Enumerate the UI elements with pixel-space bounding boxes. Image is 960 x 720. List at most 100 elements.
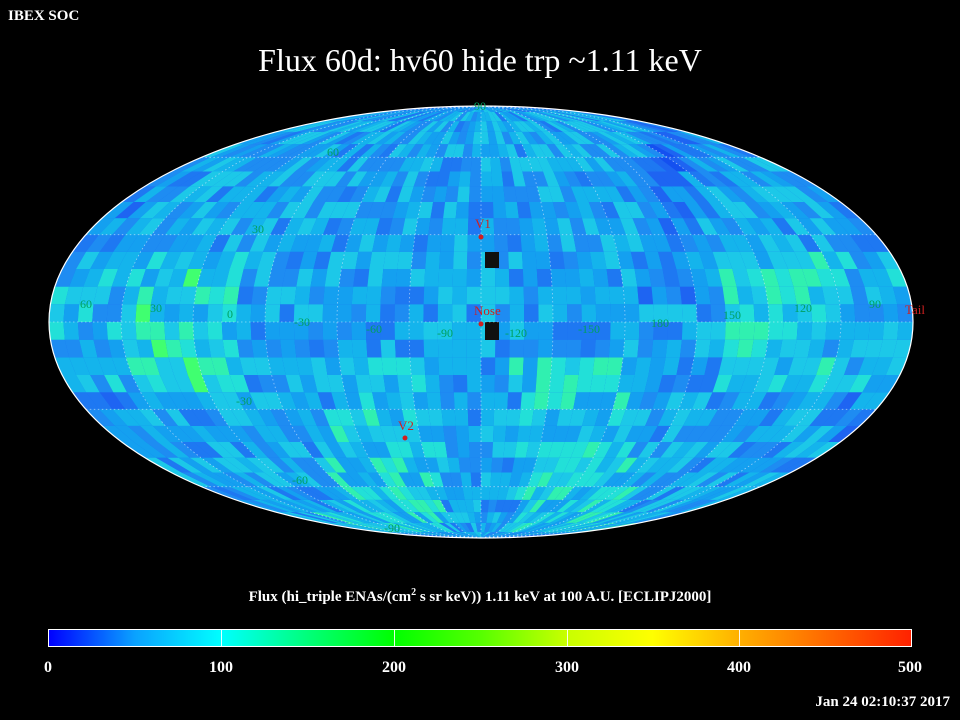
flux-tile bbox=[313, 375, 332, 393]
flux-tile bbox=[203, 202, 230, 219]
flux-tile bbox=[349, 409, 368, 426]
flux-tile bbox=[691, 392, 713, 410]
flux-tile bbox=[570, 442, 589, 458]
flux-tile bbox=[612, 392, 631, 410]
flux-tile bbox=[491, 121, 502, 132]
flux-tile bbox=[542, 131, 563, 145]
flux-tile bbox=[583, 157, 605, 172]
flux-tile bbox=[645, 218, 666, 235]
flux-tile bbox=[121, 322, 137, 340]
flux-tile bbox=[660, 442, 685, 458]
flux-tile bbox=[563, 131, 588, 145]
flux-tile bbox=[250, 304, 266, 322]
flux-tile bbox=[495, 286, 510, 305]
flux-tile bbox=[631, 131, 669, 145]
flux-tile bbox=[594, 339, 611, 358]
flux-tile bbox=[407, 112, 438, 122]
flux-tile bbox=[304, 234, 323, 252]
flux-tile bbox=[337, 286, 354, 305]
flux-tile bbox=[761, 186, 793, 202]
flux-tile bbox=[368, 171, 388, 187]
flux-tile bbox=[570, 121, 605, 132]
flux-tile bbox=[63, 304, 80, 322]
flux-tile bbox=[554, 112, 603, 122]
flux-tile bbox=[357, 121, 392, 132]
flux-tile bbox=[322, 218, 343, 235]
flux-tile bbox=[714, 472, 750, 487]
flux-tile bbox=[330, 121, 371, 132]
flux-tile bbox=[658, 131, 702, 145]
flux-tile bbox=[277, 442, 302, 458]
flux-tile bbox=[370, 522, 414, 532]
flux-tile bbox=[144, 457, 182, 473]
flux-tile bbox=[358, 499, 386, 513]
flux-tile bbox=[807, 375, 830, 393]
flux-tile bbox=[653, 304, 669, 322]
flux-tile bbox=[574, 171, 594, 187]
flux-tile bbox=[481, 131, 490, 145]
flux-tile bbox=[234, 171, 265, 187]
flux-tile bbox=[561, 522, 613, 532]
flux-tile bbox=[765, 339, 783, 358]
flux-tile bbox=[289, 442, 313, 458]
flux-tile bbox=[491, 457, 504, 473]
flux-tile bbox=[167, 171, 203, 187]
flux-tile bbox=[326, 472, 351, 487]
flux-tile bbox=[502, 512, 516, 523]
lon-label: 180 bbox=[651, 316, 669, 330]
flux-tile bbox=[613, 121, 659, 132]
flux-tile bbox=[523, 512, 543, 523]
flux-tile bbox=[241, 186, 268, 202]
flux-tile bbox=[456, 499, 468, 513]
flux-tile bbox=[264, 472, 295, 487]
flux-tile bbox=[439, 157, 453, 172]
flux-tile bbox=[440, 121, 455, 132]
flux-tile bbox=[710, 322, 726, 340]
flux-tile bbox=[440, 392, 455, 410]
flux-tile bbox=[159, 375, 182, 393]
flux-tile bbox=[282, 269, 300, 287]
flux-tile bbox=[592, 472, 616, 487]
flux-tile bbox=[201, 144, 245, 158]
flux-tile bbox=[512, 512, 529, 523]
flux-tile bbox=[667, 304, 683, 322]
flux-tile bbox=[481, 269, 496, 287]
flux-tile bbox=[481, 425, 494, 442]
flux-tile bbox=[657, 218, 679, 235]
flux-tile bbox=[417, 202, 434, 219]
flux-tile bbox=[402, 409, 418, 426]
flux-tile bbox=[168, 269, 188, 287]
flux-tile bbox=[594, 171, 616, 187]
flux-tile bbox=[257, 375, 277, 393]
flux-tile bbox=[628, 144, 659, 158]
flux-tile bbox=[492, 186, 505, 202]
flux-tile bbox=[467, 532, 481, 538]
flux-tile bbox=[528, 512, 550, 523]
flux-tile bbox=[566, 286, 582, 305]
flux-tile bbox=[190, 425, 218, 442]
flux-tile bbox=[508, 251, 523, 269]
flux-tile bbox=[501, 171, 515, 187]
flux-tile bbox=[380, 425, 398, 442]
flux-tile bbox=[554, 512, 584, 523]
flux-tile bbox=[638, 499, 677, 513]
flux-tile bbox=[514, 442, 529, 458]
flux-tile bbox=[263, 234, 284, 252]
flux-tile bbox=[718, 457, 750, 473]
flux-tile bbox=[505, 486, 519, 500]
flux-tile bbox=[628, 512, 680, 523]
flux-tile bbox=[111, 357, 132, 375]
flux-tile bbox=[768, 322, 784, 340]
flux-tile bbox=[533, 392, 550, 410]
flux-tile bbox=[420, 106, 481, 112]
flux-tile bbox=[816, 425, 848, 442]
flux-tile bbox=[481, 218, 495, 235]
flux-tile bbox=[368, 457, 388, 473]
flux-tile bbox=[544, 112, 587, 122]
flux-tile bbox=[578, 269, 595, 287]
flux-tile bbox=[575, 522, 635, 532]
flux-tile bbox=[639, 472, 667, 487]
flux-tile bbox=[194, 286, 212, 305]
flux-tile bbox=[439, 251, 454, 269]
flux-tile bbox=[274, 157, 304, 172]
